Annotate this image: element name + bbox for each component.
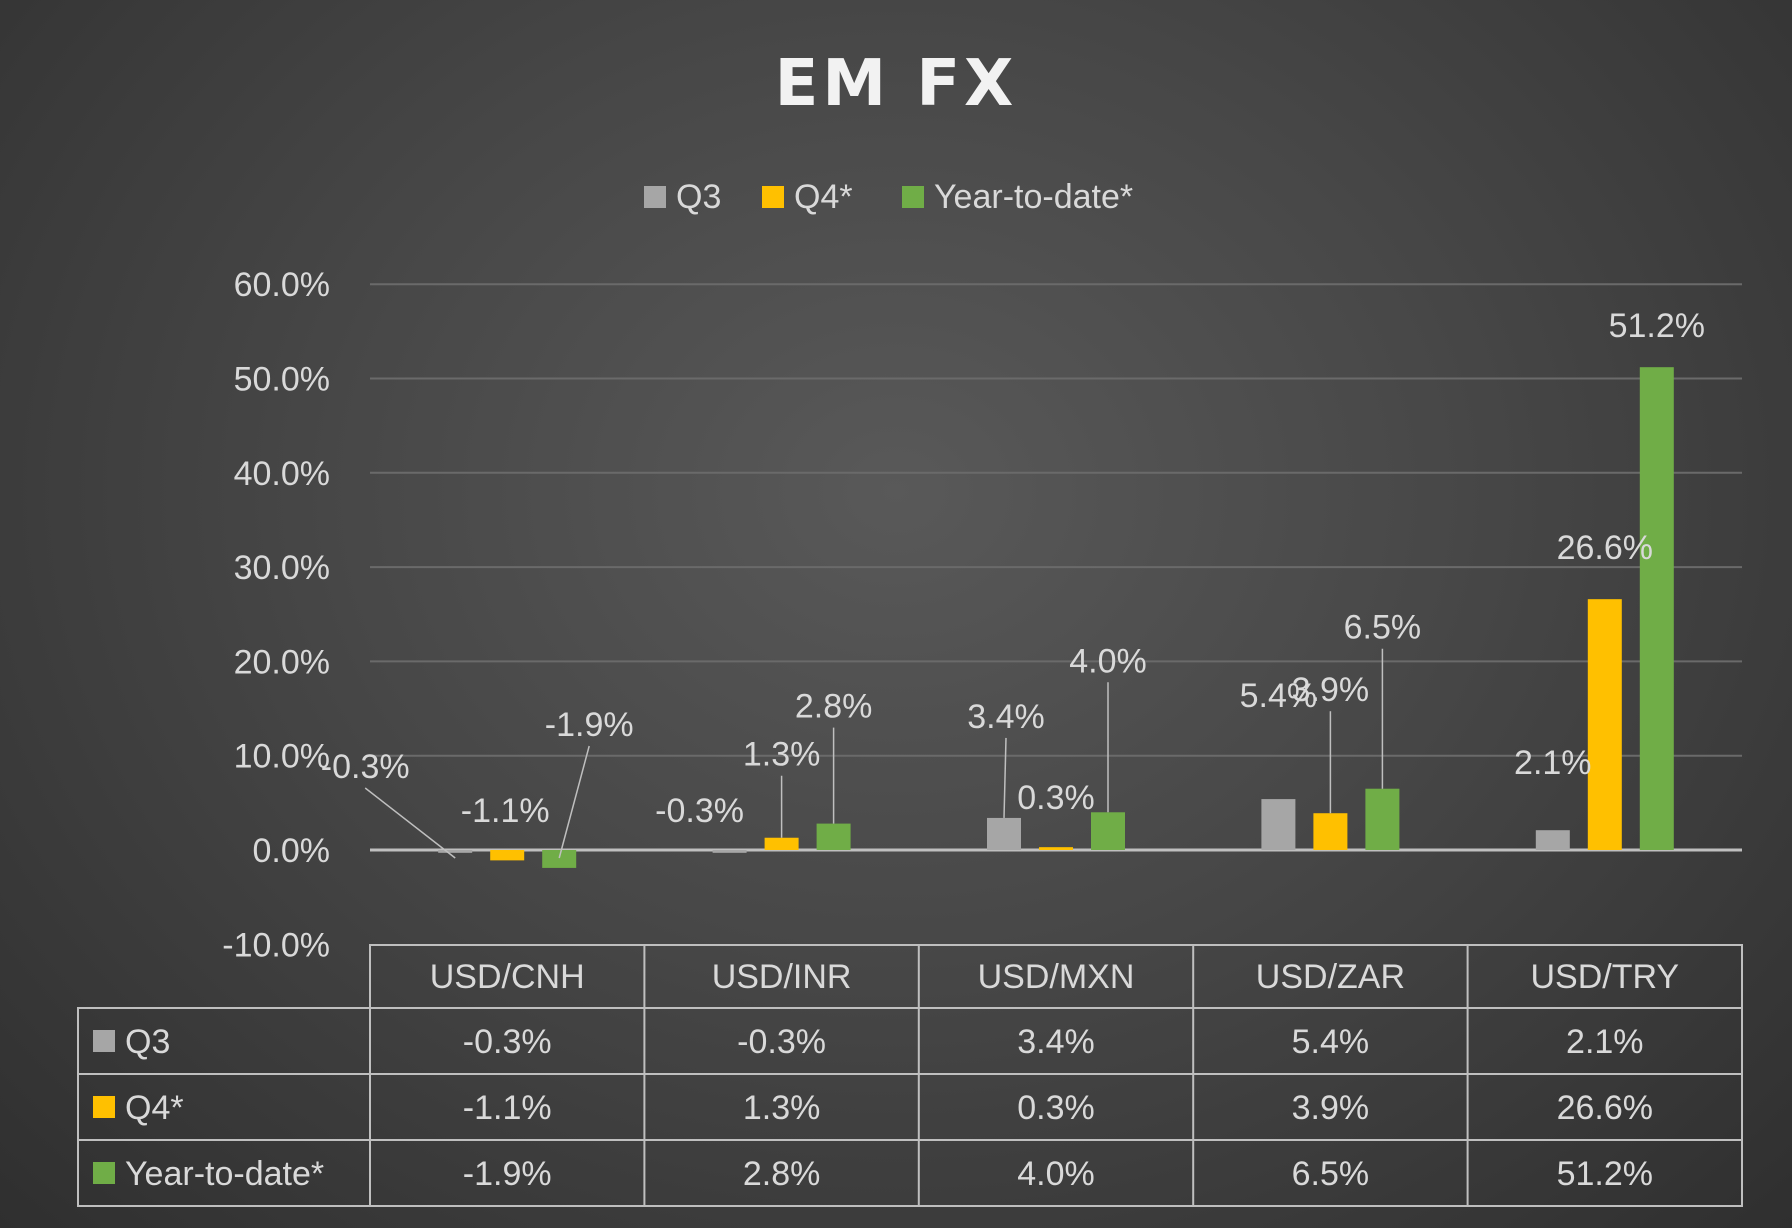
- legend-swatch: [644, 186, 666, 208]
- data-label: 3.9%: [1292, 671, 1370, 709]
- leader-line: [558, 745, 590, 859]
- leader-line: [1003, 737, 1007, 818]
- table-header-cell: USD/MXN: [978, 958, 1135, 996]
- data-label: 51.2%: [1609, 307, 1705, 345]
- table-cell: 3.9%: [1292, 1089, 1370, 1127]
- data-label: 1.3%: [743, 736, 821, 774]
- table-row-swatch: [93, 1096, 115, 1118]
- data-label: 2.1%: [1514, 744, 1592, 782]
- y-tick-label: 50.0%: [234, 361, 330, 399]
- table-header-cell: USD/TRY: [1530, 958, 1679, 996]
- table-cell: 0.3%: [1017, 1089, 1095, 1127]
- table-cell: 26.6%: [1557, 1089, 1653, 1127]
- legend: Q3 Q4* Year-to-date*: [644, 178, 1133, 216]
- bar: [987, 817, 1021, 850]
- leader-line: [364, 787, 456, 859]
- data-label: -0.3%: [655, 792, 744, 830]
- bar: [1039, 847, 1073, 850]
- bar: [1261, 799, 1296, 850]
- legend-swatch: [902, 186, 924, 208]
- table-header-cell: USD/ZAR: [1256, 958, 1405, 996]
- y-axis: 60.0% 50.0% 40.0% 30.0% 20.0% 10.0% 0.0% -10.0%: [222, 266, 330, 964]
- data-label: -1.1%: [461, 792, 550, 830]
- table-cell: 5.4%: [1292, 1023, 1370, 1061]
- table-cell: 51.2%: [1557, 1155, 1653, 1193]
- chart-title: EM FX: [775, 47, 1018, 121]
- table-cell: 4.0%: [1017, 1155, 1095, 1193]
- bar: [1587, 599, 1622, 850]
- legend-entry: Q4*: [794, 178, 853, 216]
- data-label: 4.0%: [1069, 642, 1147, 680]
- y-tick-label: 60.0%: [234, 266, 330, 304]
- data-label: 6.5%: [1344, 609, 1422, 647]
- bar: [764, 837, 799, 850]
- table-row-label: Q4*: [125, 1089, 184, 1127]
- bar: [1365, 788, 1400, 850]
- bar: [816, 823, 851, 850]
- y-tick-label: 20.0%: [234, 643, 330, 681]
- table-cell: 2.1%: [1566, 1023, 1644, 1061]
- data-table: USD/CNH USD/INR USD/MXN USD/ZAR USD/TRY Q3 -0.…: [77, 944, 1743, 1207]
- table-cell: 1.3%: [743, 1089, 821, 1127]
- table-row-label: Q3: [125, 1023, 170, 1061]
- bars: [438, 367, 1674, 868]
- data-label: 5.4%: [1240, 677, 1318, 715]
- legend-swatch: [762, 186, 784, 208]
- bar: [542, 850, 577, 868]
- y-tick-label: 0.0%: [253, 832, 331, 870]
- table-cell: -0.3%: [463, 1023, 552, 1061]
- data-label: 26.6%: [1557, 529, 1653, 567]
- table-header-cell: USD/CNH: [430, 958, 585, 996]
- table-cell: 3.4%: [1017, 1023, 1095, 1061]
- y-tick-label: 30.0%: [234, 549, 330, 587]
- bar: [1091, 812, 1125, 850]
- bar: [1639, 367, 1674, 850]
- table-cell: -1.1%: [463, 1089, 552, 1127]
- table-row-swatch: [93, 1030, 115, 1052]
- bar: [712, 850, 747, 853]
- table-cell: -1.9%: [463, 1155, 552, 1193]
- table-row-swatch: [93, 1162, 115, 1184]
- legend-entry: Q3: [676, 178, 721, 216]
- y-tick-label: 10.0%: [234, 738, 330, 776]
- table-cell: 2.8%: [743, 1155, 821, 1193]
- data-label: -1.9%: [545, 706, 634, 744]
- bar: [438, 850, 473, 853]
- bar: [490, 850, 525, 861]
- data-label: 3.4%: [967, 698, 1045, 736]
- y-tick-label: -10.0%: [222, 926, 330, 964]
- data-labels: -0.3% -1.1% -1.9% -0.3% 1.3% 2.8% 3.4% 0.3% 4.0%…: [321, 307, 1705, 859]
- table-cell: -0.3%: [737, 1023, 826, 1061]
- data-label: -0.3%: [321, 748, 410, 786]
- table-cell: 6.5%: [1292, 1155, 1370, 1193]
- y-tick-label: 40.0%: [234, 455, 330, 493]
- data-label: 2.8%: [795, 688, 873, 726]
- data-label: 0.3%: [1017, 779, 1095, 817]
- bar: [1313, 813, 1348, 850]
- table-body-box: [77, 1007, 1743, 1207]
- table-row-label: Year-to-date*: [125, 1155, 324, 1193]
- table-header-cell: USD/INR: [712, 958, 852, 996]
- bar: [1535, 830, 1570, 850]
- legend-entry: Year-to-date*: [934, 178, 1133, 216]
